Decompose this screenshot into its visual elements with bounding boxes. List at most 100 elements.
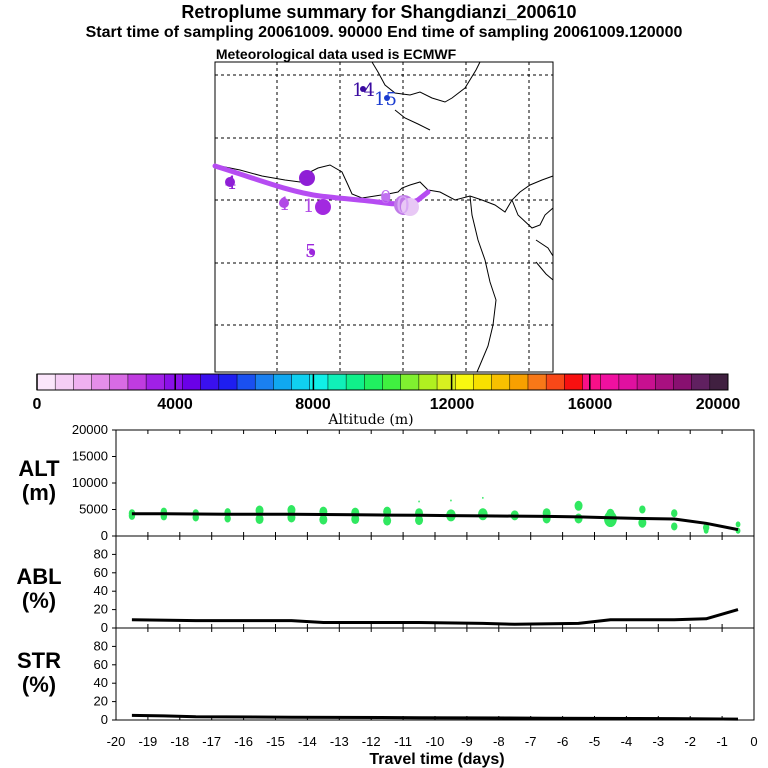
chart-title: Retroplume summary for Shangdianzi_20061… bbox=[181, 2, 577, 22]
x-tick-label: -7 bbox=[525, 734, 537, 749]
day-label: 1 bbox=[303, 196, 314, 217]
x-tick-label: -9 bbox=[461, 734, 473, 749]
colorbar-cell bbox=[564, 374, 584, 390]
x-tick-label: -11 bbox=[394, 734, 412, 749]
centroid-marker bbox=[279, 198, 289, 208]
panel-labels: ALT (m) ABL (%) STR (%) bbox=[16, 456, 61, 697]
colorbar-ticks bbox=[36, 374, 729, 390]
x-tick-label: -13 bbox=[330, 734, 349, 749]
x-tick-label: -19 bbox=[139, 734, 158, 749]
x-tick-label: -4 bbox=[621, 734, 633, 749]
colorbar-cell bbox=[491, 374, 511, 390]
colorbar-cell bbox=[509, 374, 529, 390]
centroid-marker bbox=[384, 95, 390, 101]
colorbar-cell bbox=[600, 374, 620, 390]
map-frame bbox=[214, 61, 554, 373]
x-tick-label: -2 bbox=[684, 734, 696, 749]
x-tick-label: -8 bbox=[493, 734, 505, 749]
altitude-spread-point bbox=[418, 500, 420, 503]
colorbar-cell bbox=[255, 374, 274, 390]
colorbar-cell bbox=[709, 374, 729, 390]
colorbar-cell bbox=[91, 374, 111, 390]
colorbar-cell bbox=[182, 374, 202, 390]
centroid-marker bbox=[315, 199, 331, 215]
x-tick-label: -18 bbox=[170, 734, 189, 749]
y-tick-label: 0 bbox=[101, 712, 108, 727]
y-tick-label: 20 bbox=[94, 602, 108, 617]
x-tick-label: 0 bbox=[750, 734, 757, 749]
day-label: 3 bbox=[300, 168, 311, 189]
abl-panel-unit: (%) bbox=[22, 588, 56, 613]
altitude-spread-point bbox=[671, 509, 678, 518]
colorbar-cell bbox=[73, 374, 93, 390]
colorbar-cell bbox=[273, 374, 293, 390]
colorbar-cell bbox=[218, 374, 238, 390]
colorbar-cell bbox=[146, 374, 165, 390]
y-tick-label: 60 bbox=[94, 565, 108, 580]
centroid-marker bbox=[360, 86, 366, 92]
x-tick-label: -12 bbox=[362, 734, 381, 749]
centroid-marker bbox=[401, 198, 419, 216]
alt-series-line bbox=[131, 512, 739, 532]
colorbar-tick-label: 8000 bbox=[295, 396, 331, 413]
altitude-spread-point bbox=[383, 515, 392, 526]
colorbar-tick-label: 12000 bbox=[430, 396, 475, 413]
panel-frames bbox=[115, 429, 755, 721]
abl-panel-label: ABL bbox=[16, 564, 61, 589]
x-axis-label: Travel time (days) bbox=[369, 751, 504, 768]
alt-panel-unit: (m) bbox=[22, 480, 56, 505]
day-label: 1 bbox=[279, 194, 290, 215]
colorbar-cell bbox=[237, 374, 256, 390]
colorbar-cell bbox=[527, 374, 547, 390]
colorbar-cell bbox=[127, 374, 147, 390]
y-tick-label: 20 bbox=[94, 694, 108, 709]
altitude-spread-point bbox=[255, 514, 264, 525]
altitude-spread-point bbox=[574, 513, 583, 524]
altitude-spread-point bbox=[415, 515, 424, 526]
colorbar-tick-label: 20000 bbox=[696, 396, 741, 413]
y-tick-label: 15000 bbox=[72, 449, 108, 464]
colorbar-cells bbox=[37, 374, 729, 390]
y-tick-label: 80 bbox=[94, 638, 108, 653]
altitude-spread-point bbox=[351, 514, 360, 525]
colorbar-tick-label: 0 bbox=[33, 396, 42, 413]
day-labels: 14 15 3 1 4 1 0 0 5 bbox=[225, 80, 410, 262]
y-tick-label: 5000 bbox=[79, 502, 108, 517]
colorbar-label: Altitude (m) bbox=[327, 412, 413, 428]
colorbar-cell bbox=[691, 374, 711, 390]
altitude-spread-point bbox=[287, 505, 296, 516]
colorbar-tick-label: 4000 bbox=[157, 396, 193, 413]
x-tick-label: -20 bbox=[107, 734, 126, 749]
altitude-spread-point bbox=[574, 500, 583, 511]
centroid-marker bbox=[299, 170, 315, 186]
colorbar-cell bbox=[655, 374, 674, 390]
colorbar-cell bbox=[327, 374, 347, 390]
altitude-spread-point bbox=[638, 517, 647, 528]
chart-header: Retroplume summary for Shangdianzi_20061… bbox=[0, 0, 768, 70]
day-label: 0 bbox=[380, 187, 391, 208]
day-label: 0 bbox=[396, 194, 410, 219]
x-tick-label: -6 bbox=[557, 734, 569, 749]
day-label: 14 bbox=[352, 80, 375, 101]
x-tick-label: -1 bbox=[716, 734, 728, 749]
colorbar-cell bbox=[618, 374, 638, 390]
x-tick-label: -10 bbox=[426, 734, 445, 749]
colorbar-cell bbox=[673, 374, 693, 390]
abl-series-line bbox=[131, 608, 739, 626]
alt-panel-label: ALT bbox=[18, 456, 60, 481]
colorbar-cell bbox=[309, 374, 329, 390]
colorbar-cell bbox=[200, 374, 220, 390]
day-label: 4 bbox=[225, 173, 236, 194]
plume-centroids bbox=[225, 86, 419, 255]
colorbar-tick-labels: 0 4000 8000 12000 16000 20000 bbox=[33, 396, 741, 413]
altitude-spread-point bbox=[639, 505, 646, 514]
panel-content: 0 5000 10000 15000 20000 0 20 40 60 80 0 20 40 60 80 -2… bbox=[72, 422, 758, 749]
altitude-spread-point bbox=[478, 508, 488, 521]
colorbar-cell bbox=[164, 374, 183, 390]
colorbar-cell bbox=[109, 374, 129, 390]
y-tick-label: 80 bbox=[94, 546, 108, 561]
y-tick-label: 0 bbox=[101, 620, 108, 635]
